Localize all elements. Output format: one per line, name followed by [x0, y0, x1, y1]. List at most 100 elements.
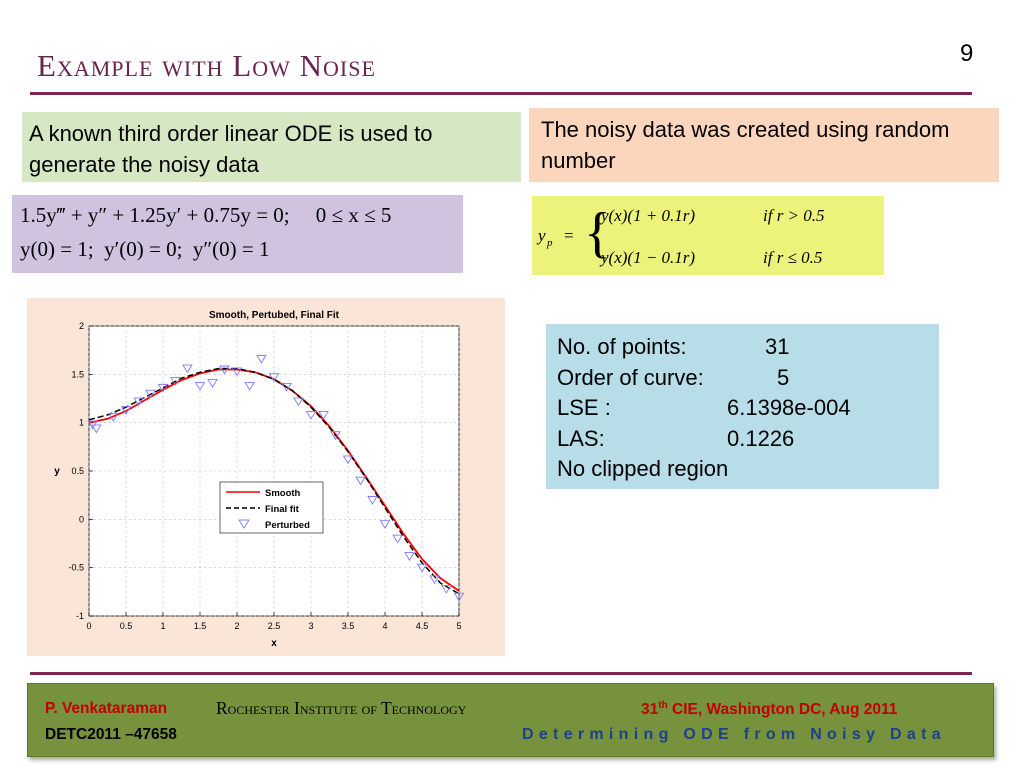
footer-author: P. Venkataraman: [45, 700, 168, 717]
x-tick-label: 2: [234, 621, 239, 631]
footer-topic: Determining ODE from Noisy Data: [522, 726, 946, 743]
formula-case-1: y(x)(1 + 0.1r): [601, 206, 696, 225]
slide-footer: P. Venkataraman Rochester Institute of T…: [27, 683, 994, 757]
stat-order: Order of curve: 5: [557, 363, 928, 394]
footer-conference-detail: CIE, Washington DC, Aug 2011: [667, 701, 898, 719]
x-tick-label: 2.5: [268, 621, 281, 631]
stat-points-value: 31: [765, 334, 790, 359]
legend-swatch-perturbed: [238, 519, 250, 529]
perturbed-point: [429, 575, 440, 585]
x-tick-label: 5: [456, 621, 461, 631]
perturbed-point: [157, 383, 169, 393]
x-tick-label: 3: [308, 621, 313, 631]
perturbed-point: [392, 534, 403, 544]
perturbed-point: [256, 354, 267, 364]
formula-condition-1: if r > 0.5: [763, 206, 825, 225]
y-tick-label: -1: [76, 611, 84, 621]
final-fit-line: [88, 367, 460, 595]
legend-label-smooth: Smooth: [265, 488, 301, 499]
x-tick-label: 0.5: [120, 621, 133, 631]
formula-brace: {: [584, 202, 611, 264]
perturbed-point: [133, 397, 144, 407]
chart-title: Smooth, Pertubed, Final Fit: [209, 310, 340, 321]
y-tick-label: 0.5: [71, 466, 84, 476]
perturbed-point: [318, 410, 329, 420]
perturbed-point: [87, 420, 98, 430]
perturbed-point: [379, 520, 391, 530]
perturbed-point: [293, 397, 304, 407]
footer-institute: Rochester Institute of Technology: [216, 698, 467, 718]
perturbed-point: [281, 382, 292, 392]
x-tick-label: 1: [160, 621, 165, 631]
plot-panel: 0 0.5 1 1.5 2 2.5 3 3.5 4 4.5 5 2 1.5 1 0.5 0 -0.5 -1 Smo…: [27, 298, 505, 656]
ode-equation-line: 1.5y‴ + y″ + 1.25y′ + 0.75y = 0; 0 ≤ x ≤…: [20, 203, 392, 227]
ode-initial-conditions: y(0) = 1; y′(0) = 0; y″(0) = 1: [20, 237, 270, 261]
stat-lse: LSE : 6.1398e-004: [557, 393, 928, 424]
stat-las: LAS: 0.1226: [557, 424, 928, 455]
perturbed-point: [453, 592, 465, 602]
fit-statistics-box: No. of points: 31 Order of curve: 5 LSE …: [546, 324, 939, 489]
footer-conference: 31th CIE, Washington DC, Aug 2011: [641, 700, 897, 719]
y-tick-label: 2: [79, 321, 84, 331]
x-axis-label: x: [271, 638, 277, 649]
perturbed-point: [231, 367, 243, 377]
perturbed-point: [404, 552, 415, 561]
perturbation-formula-box: y p = { y(x)(1 + 0.1r) if r > 0.5 y(x)(1…: [532, 196, 884, 275]
x-tick-label: 4: [382, 621, 387, 631]
noise-description-box: The noisy data was created using random …: [529, 108, 999, 182]
perturbed-point: [342, 455, 354, 465]
ode-equation-box: 1.5y‴ + y″ + 1.25y′ + 0.75y = 0; 0 ≤ x ≤…: [12, 195, 463, 273]
perturbed-point: [367, 496, 378, 505]
perturbed-point: [355, 476, 366, 486]
perturbed-point: [145, 389, 156, 399]
perturbed-point: [182, 364, 193, 374]
slide-title: Example with Low Noise: [37, 48, 376, 83]
page-number: 9: [960, 40, 974, 67]
y-tick-label: -0.5: [68, 563, 84, 573]
perturbed-point: [416, 563, 428, 573]
legend-label-perturbed: Perturbed: [265, 520, 310, 531]
formula-condition-2: if r ≤ 0.5: [763, 248, 823, 267]
legend-label-final-fit: Final fit: [265, 504, 300, 515]
header-divider: [30, 92, 972, 95]
perturbed-point: [91, 424, 102, 434]
perturbed-point: [330, 431, 341, 441]
perturbed-point: [108, 412, 119, 422]
stat-lse-value: 6.1398e-004: [727, 395, 851, 420]
perturbed-point: [305, 410, 317, 420]
formula-lhs: y: [538, 226, 546, 245]
footer-conference-number: 31: [641, 701, 659, 719]
stat-note: No clipped region: [557, 454, 928, 485]
x-tick-label: 4.5: [416, 621, 429, 631]
stat-order-value: 5: [777, 364, 790, 390]
perturbed-point: [219, 365, 230, 375]
y-tick-label: 1.5: [71, 369, 84, 379]
formula-case-2: y(x)(1 − 0.1r): [601, 248, 696, 267]
x-tick-label: 1.5: [194, 621, 207, 631]
perturbed-point: [207, 379, 218, 388]
perturbed-point: [170, 377, 181, 386]
stat-note-text: No clipped region: [557, 456, 729, 481]
perturbed-point: [194, 381, 206, 391]
footer-paper-id: DETC2011 –47658: [45, 726, 177, 743]
chart-legend: Smooth Final fit Perturbed: [219, 481, 324, 534]
footer-conference-ordinal: th: [658, 700, 668, 711]
y-tick-label: 0: [79, 514, 84, 524]
formula-equals: =: [564, 226, 574, 245]
perturbed-point: [244, 381, 255, 391]
fit-chart: 0 0.5 1 1.5 2 2.5 3 3.5 4 4.5 5 2 1.5 1 0.5 0 -0.5 -1 Smo…: [54, 310, 465, 649]
y-tick-label: 1: [79, 418, 84, 428]
perturbed-point: [441, 584, 452, 594]
stat-points: No. of points: 31: [557, 332, 928, 363]
perturbed-point: [120, 406, 132, 415]
footer-divider: [30, 672, 972, 675]
x-tick-label: 0: [86, 621, 91, 631]
stat-points-label: No. of points:: [557, 334, 687, 359]
perturbed-point: [268, 373, 280, 383]
formula-lhs-subscript: p: [547, 237, 553, 249]
y-axis-label: y: [54, 466, 60, 477]
x-tick-label: 3.5: [342, 621, 355, 631]
stat-las-label: LAS:: [557, 425, 605, 451]
stat-order-label: Order of curve:: [557, 364, 704, 390]
stat-lse-label: LSE :: [557, 395, 611, 420]
